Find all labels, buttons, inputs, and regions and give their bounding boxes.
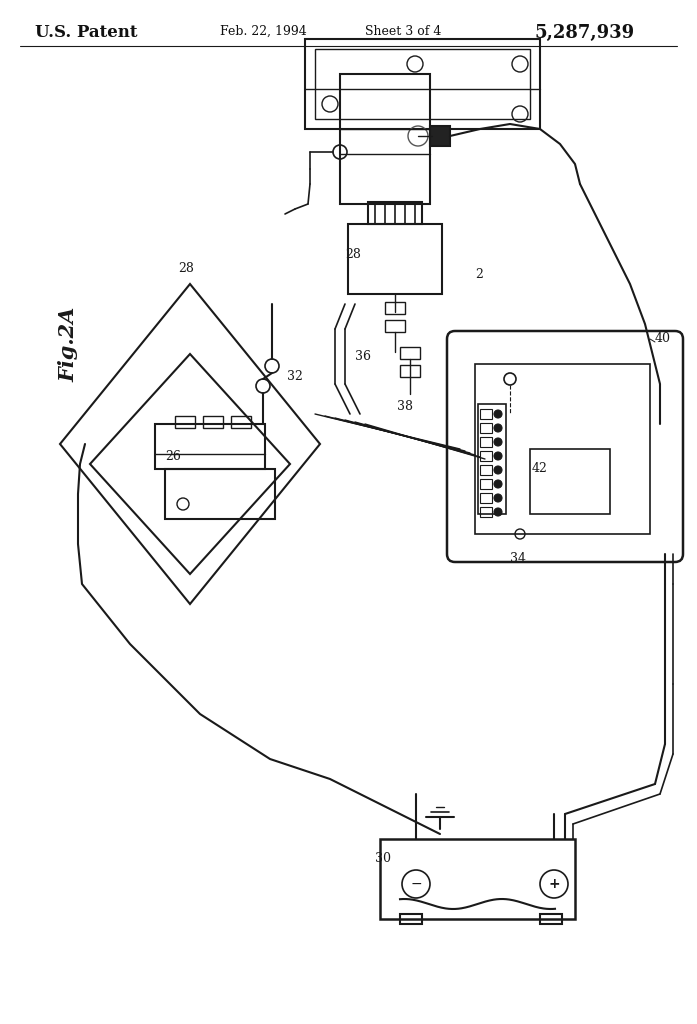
Bar [480,437,492,447]
Bar [530,449,610,514]
Text: 42: 42 [532,463,548,475]
Circle shape [494,438,502,446]
Circle shape [494,452,502,460]
Bar [480,493,492,503]
Bar [368,202,422,224]
Circle shape [494,508,502,516]
Text: 30: 30 [375,853,391,865]
Text: 26: 26 [165,450,181,463]
Circle shape [494,424,502,432]
Bar [380,839,575,919]
Bar [480,507,492,517]
Bar [475,364,650,534]
Text: −: − [411,877,422,891]
Text: Sheet 3 of 4: Sheet 3 of 4 [365,25,441,38]
Text: Feb. 22, 1994: Feb. 22, 1994 [220,25,307,38]
Text: Fig.2A: Fig.2A [58,306,78,382]
Bar [480,451,492,461]
Circle shape [494,410,502,418]
Text: 34: 34 [510,553,526,565]
Circle shape [494,480,502,488]
Text: 28: 28 [345,248,361,260]
Circle shape [494,494,502,502]
Bar [400,365,420,377]
Text: 38: 38 [397,399,413,413]
Bar [478,404,506,514]
Bar [400,914,422,924]
Text: 32: 32 [287,370,303,383]
Bar [305,39,540,129]
Bar [385,319,405,332]
Bar [480,409,492,419]
Circle shape [494,466,502,474]
Bar [480,423,492,433]
Bar [348,224,442,294]
Bar [480,465,492,475]
Bar [165,469,275,519]
Bar [231,416,251,428]
Bar [430,126,450,146]
Bar [400,347,420,359]
Bar [203,416,223,428]
Text: U.S. Patent: U.S. Patent [35,24,137,41]
Text: 2: 2 [475,267,483,281]
Text: 28: 28 [178,262,194,275]
Bar [540,914,562,924]
Text: +: + [548,877,560,891]
Bar [480,479,492,489]
Bar [315,49,530,119]
Text: 36: 36 [355,349,371,362]
Bar [385,302,405,314]
Text: 5,287,939: 5,287,939 [535,24,635,42]
Bar [175,416,195,428]
Bar [155,424,265,469]
Bar [340,74,430,204]
Text: 40: 40 [655,333,671,345]
